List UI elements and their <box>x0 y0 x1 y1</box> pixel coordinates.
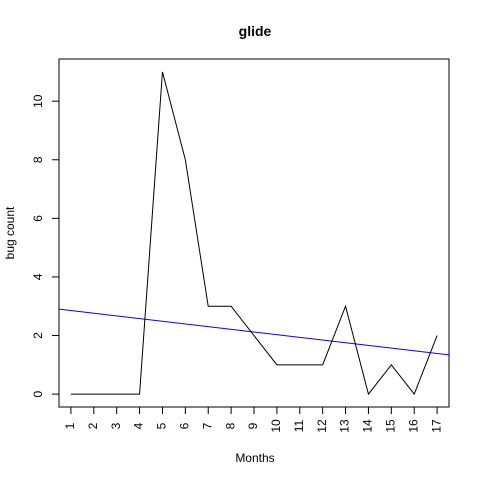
x-tick-label: 17 <box>429 419 443 433</box>
x-tick-label: 5 <box>155 422 169 429</box>
x-axis: 1 2 3 4 5 6 7 8 9 10 11 12 13 14 15 16 17 <box>63 406 443 433</box>
x-tick-label: 11 <box>292 419 306 432</box>
y-axis: 0 2 4 6 8 10 <box>31 94 60 397</box>
x-tick-label: 2 <box>86 422 100 429</box>
x-tick-label: 7 <box>200 422 214 429</box>
x-tick-label: 10 <box>269 419 283 433</box>
y-tick-label: 10 <box>31 94 45 108</box>
y-tick-label: 2 <box>31 332 45 339</box>
x-tick-label: 9 <box>246 422 260 429</box>
x-tick-label: 14 <box>361 419 375 433</box>
y-tick-label: 6 <box>31 215 45 222</box>
y-tick-label: 4 <box>31 273 45 280</box>
x-tick-label: 13 <box>338 419 352 433</box>
x-tick-label: 12 <box>315 419 329 433</box>
series-line <box>70 71 438 396</box>
trend-line <box>59 308 449 356</box>
y-tick-label: 8 <box>31 156 45 163</box>
y-tick-label: 0 <box>31 390 45 397</box>
x-tick-label: 3 <box>109 422 123 429</box>
x-tick-label: 1 <box>63 422 77 429</box>
x-axis-label: Months <box>235 451 274 465</box>
x-tick-label: 16 <box>406 419 420 433</box>
y-axis-label: bug count <box>3 206 17 259</box>
x-tick-label: 6 <box>178 422 192 429</box>
plot-marks <box>59 71 449 396</box>
chart-title: glide <box>239 23 272 39</box>
x-tick-label: 15 <box>383 419 397 433</box>
x-tick-label: 8 <box>223 422 237 429</box>
x-tick-label: 4 <box>132 422 146 429</box>
